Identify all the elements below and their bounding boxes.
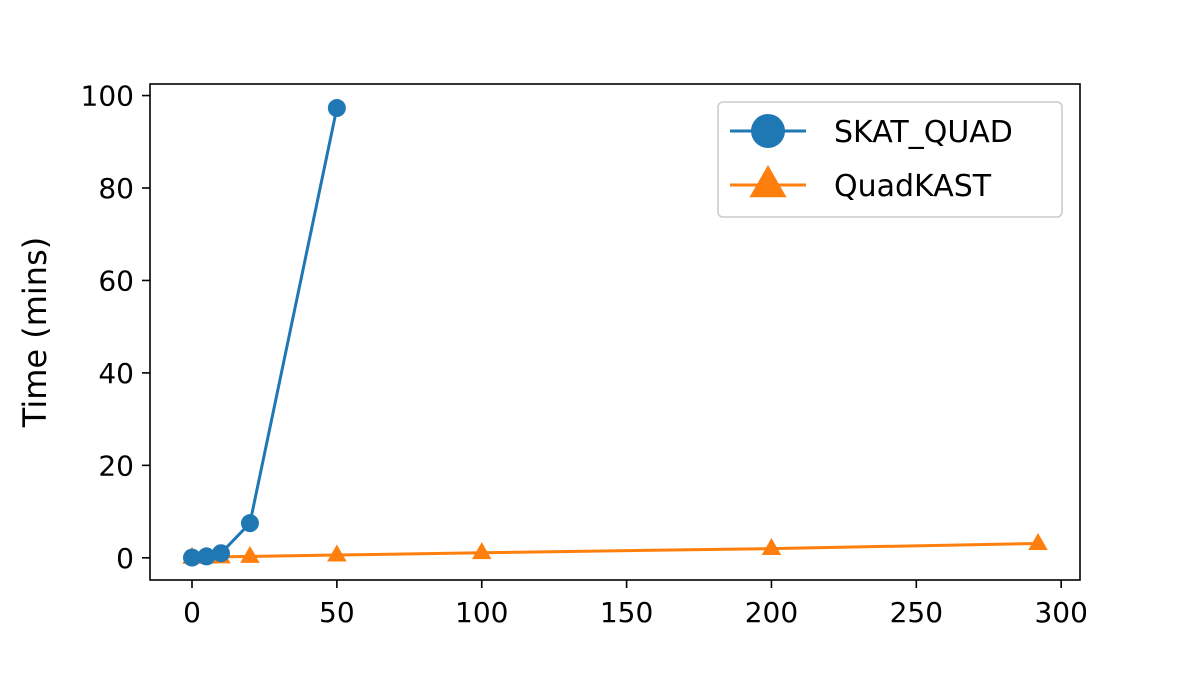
y-tick-label: 60 bbox=[98, 264, 134, 297]
data-point-triangle bbox=[471, 542, 492, 560]
legend: SKAT_QUAD QuadKAST bbox=[717, 101, 1063, 218]
series-skat-quad bbox=[183, 99, 346, 567]
x-tick-label: 100 bbox=[455, 596, 508, 629]
data-point-triangle bbox=[761, 538, 782, 556]
series-line bbox=[191, 541, 1039, 559]
legend-label: SKAT_QUAD bbox=[834, 115, 1013, 150]
y-tick-label: 20 bbox=[98, 449, 134, 482]
series-quadkast bbox=[182, 532, 1048, 564]
data-point-circle bbox=[240, 514, 259, 533]
x-tick-label: 250 bbox=[890, 596, 943, 629]
y-tick-label: 80 bbox=[98, 172, 134, 205]
data-point-circle bbox=[197, 547, 216, 566]
series-line bbox=[191, 107, 339, 560]
data-point-circle bbox=[211, 544, 230, 563]
plot-frame bbox=[149, 83, 1081, 581]
data-point-circle bbox=[183, 548, 202, 567]
y-tick-label: 0 bbox=[116, 542, 134, 575]
y-tick-label: 100 bbox=[81, 80, 134, 113]
legend-label: QuadKAST bbox=[834, 169, 992, 204]
data-point-triangle bbox=[327, 544, 347, 562]
y-axis-title: Time (mins) bbox=[16, 237, 54, 428]
legend-marker bbox=[749, 164, 787, 198]
series-layer bbox=[182, 99, 1048, 567]
x-tick-label: 300 bbox=[1034, 596, 1087, 629]
x-tick-label: 50 bbox=[319, 596, 355, 629]
data-point-triangle bbox=[1028, 532, 1048, 550]
data-point-triangle bbox=[240, 545, 260, 563]
data-point-circle bbox=[327, 99, 346, 118]
x-tick-label: 150 bbox=[600, 596, 653, 629]
y-tick-label: 40 bbox=[98, 357, 134, 390]
x-axis: 0 50 100 150 200 250 300 bbox=[183, 580, 1088, 629]
y-axis: 0 20 40 60 80 100 bbox=[81, 80, 150, 575]
legend-marker bbox=[751, 114, 785, 148]
x-tick-label: 200 bbox=[745, 596, 798, 629]
x-tick-label: 0 bbox=[183, 596, 201, 629]
